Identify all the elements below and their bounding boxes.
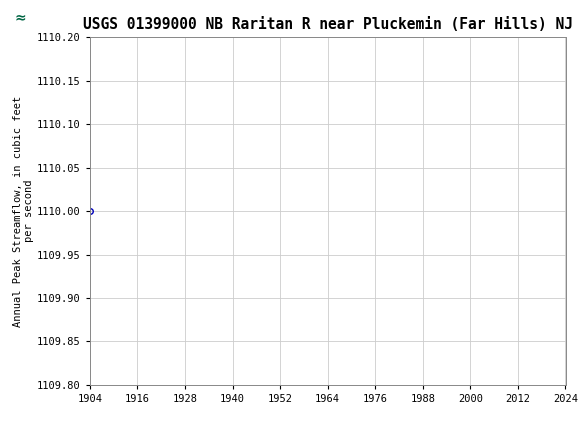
Text: USGS: USGS	[44, 10, 90, 25]
Text: ≈: ≈	[14, 11, 26, 25]
Title: USGS 01399000 NB Raritan R near Pluckemin (Far Hills) NJ: USGS 01399000 NB Raritan R near Pluckemi…	[83, 17, 572, 32]
Bar	[5, 3, 37, 32]
Y-axis label: Annual Peak Streamflow, in cubic feet
per second: Annual Peak Streamflow, in cubic feet pe…	[13, 95, 34, 327]
